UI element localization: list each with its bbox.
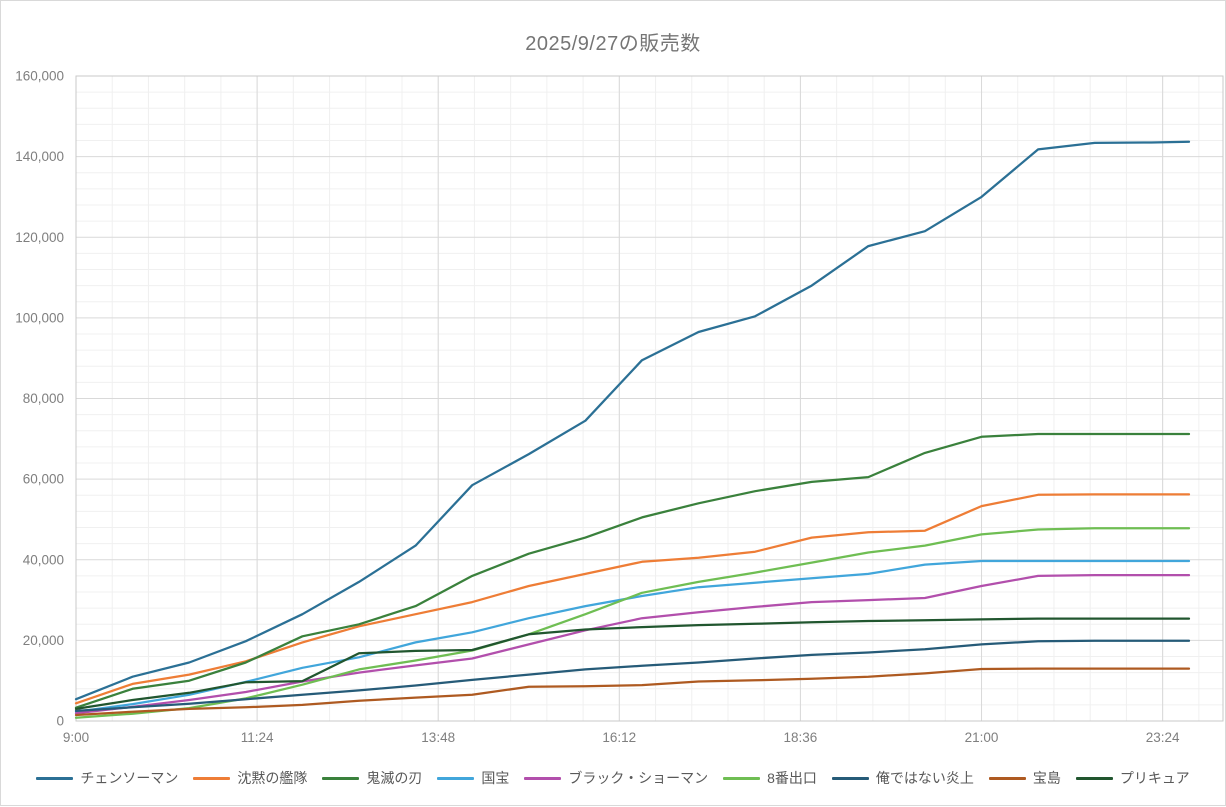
- legend-swatch: [437, 776, 475, 780]
- legend-item[interactable]: 沈黙の艦隊: [193, 768, 307, 788]
- legend-label: 俺ではない炎上: [875, 770, 974, 786]
- legend-label: 沈黙の艦隊: [237, 770, 308, 786]
- x-axis-tick-label: 18:36: [784, 730, 818, 745]
- x-axis-tick-label: 11:24: [241, 730, 274, 745]
- series-line: [74, 527, 1191, 719]
- legend-item[interactable]: ブラック・ショーマン: [524, 768, 708, 788]
- chart-title: 2025/9/27の販売数: [525, 33, 701, 55]
- series-line: [74, 639, 1191, 713]
- legend-item[interactable]: 8番出口: [723, 768, 817, 788]
- legend-swatch: [322, 776, 360, 780]
- legend-swatch: [723, 776, 761, 780]
- series-line: [74, 667, 1191, 717]
- x-axis-tick-label: 23:24: [1146, 730, 1180, 745]
- legend-item[interactable]: 鬼滅の刃: [322, 768, 422, 788]
- legend-item[interactable]: プリキュア: [1075, 768, 1190, 788]
- legend-item[interactable]: 俺ではない炎上: [831, 768, 974, 788]
- y-axis-tick-label: 40,000: [23, 552, 64, 567]
- legend-label: ブラック・ショーマン: [568, 770, 709, 786]
- y-axis-tick-label: 100,000: [15, 310, 64, 325]
- x-axis-tick-label: 9:00: [63, 730, 89, 745]
- legend-item[interactable]: 宝島: [988, 768, 1061, 788]
- series-line: [74, 617, 1191, 711]
- y-axis-tick-label: 0: [56, 714, 64, 729]
- series-line: [74, 493, 1191, 705]
- legend-label: 国宝: [481, 770, 510, 786]
- series-line: [74, 573, 1191, 715]
- y-axis-tick-label: 140,000: [15, 149, 64, 164]
- legend-label: 宝島: [1032, 770, 1061, 786]
- series-line: [74, 559, 1191, 713]
- y-axis-tick-label: 120,000: [15, 230, 64, 245]
- legend-label: 8番出口: [767, 770, 817, 786]
- y-axis-tick-label: 60,000: [23, 472, 64, 487]
- series-line: [74, 432, 1191, 709]
- x-axis-tick-label: 16:12: [602, 730, 636, 745]
- legend-swatch: [193, 776, 231, 780]
- legend-item[interactable]: チェンソーマン: [36, 768, 178, 788]
- legend-swatch: [988, 776, 1026, 780]
- legend-swatch: [524, 776, 562, 780]
- legend-swatch: [36, 776, 74, 780]
- x-axis-tick-label: 13:48: [421, 730, 455, 745]
- legend-label: プリキュア: [1119, 770, 1190, 786]
- y-axis-tick-label: 160,000: [15, 69, 64, 84]
- y-axis-tick-label: 80,000: [23, 391, 64, 406]
- chart-legend: チェンソーマン 沈黙の艦隊 鬼滅の刃 国宝 ブラック・ショーマン 8番出口 俺ではない炎上 宝…: [1, 768, 1225, 788]
- legend-label: 鬼滅の刃: [366, 770, 423, 786]
- series-line: [74, 140, 1191, 701]
- legend-swatch: [1075, 776, 1113, 780]
- y-axis-tick-label: 20,000: [23, 633, 64, 648]
- plot-border: [75, 75, 1224, 722]
- legend-swatch: [831, 776, 869, 780]
- legend-label: チェンソーマン: [80, 770, 179, 786]
- legend-item[interactable]: 国宝: [437, 768, 509, 788]
- x-axis-tick-label: 21:00: [965, 730, 999, 745]
